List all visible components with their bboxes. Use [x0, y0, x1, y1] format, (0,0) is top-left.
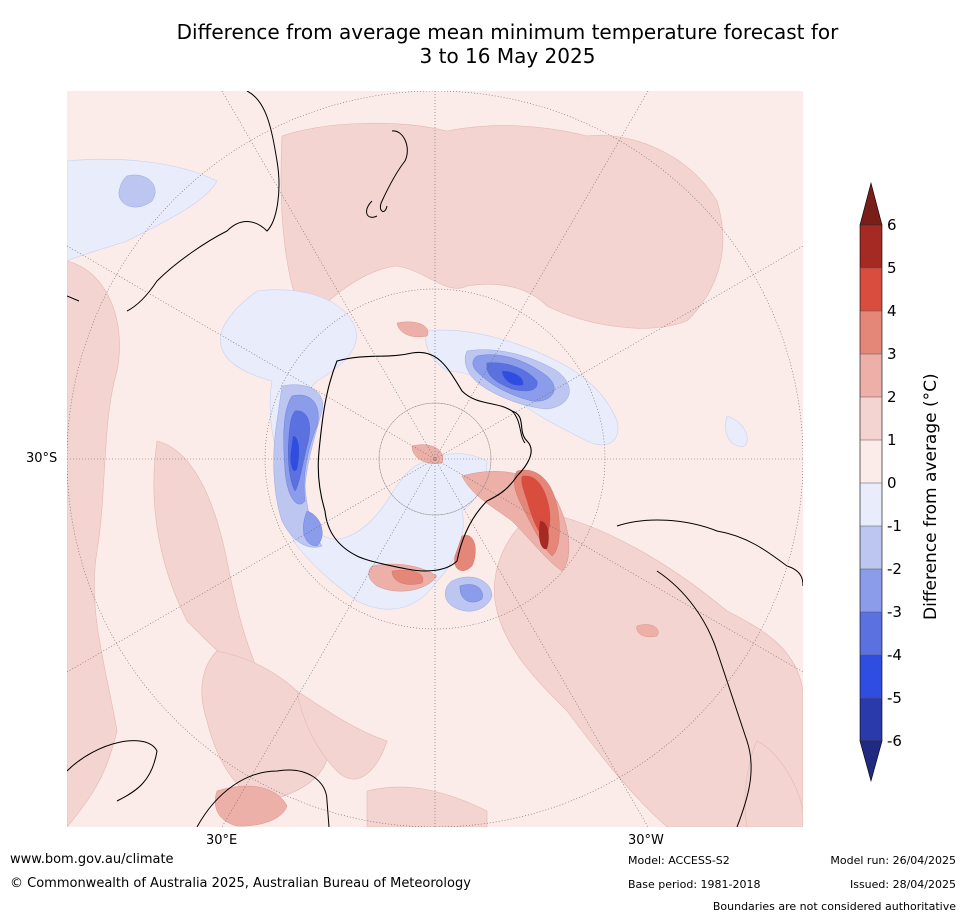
- africa-coastline: [67, 740, 330, 827]
- colorbar-swatch: [860, 311, 882, 354]
- colorbar-tick-label: -2: [887, 560, 902, 578]
- colorbar-extend-bottom: [859, 740, 883, 783]
- colorbar-tick-label: -4: [887, 646, 902, 664]
- lat-label-30s: 30°S: [26, 451, 58, 466]
- anomaly-pos-1-2: [67, 122, 803, 827]
- colorbar-tick-label: -1: [887, 517, 902, 535]
- colorbar-extend-top: [859, 181, 883, 226]
- colorbar-tick-label: -3: [887, 603, 902, 621]
- title-line-1: Difference from average mean minimum tem…: [176, 20, 839, 44]
- footer-model: Model: ACCESS-S2: [628, 854, 730, 867]
- colorbar: 6 5 4 3 2 1 0 -1 -2 -3 -4 -5 -6: [859, 181, 902, 783]
- colorbar-swatch: [860, 655, 882, 698]
- colorbar-tick-label: -6: [887, 732, 902, 750]
- colorbar-swatch: [860, 483, 882, 526]
- lon-label-30e: 30°E: [206, 833, 238, 848]
- south-america-coastline: [616, 519, 803, 827]
- footer-disclaimer: Boundaries are not considered authoritat…: [712, 900, 956, 913]
- lon-label-30w: 30°W: [628, 833, 664, 848]
- colorbar-tick-label: 5: [887, 259, 897, 277]
- colorbar-swatch: [860, 354, 882, 397]
- colorbar-swatch: [860, 225, 882, 268]
- colorbar-tick-label: 0: [887, 474, 897, 492]
- new-zealand-coastline: [366, 130, 408, 218]
- australia-coastline: [67, 91, 280, 312]
- footer-copyright: © Commonwealth of Australia 2025, Austra…: [10, 876, 471, 891]
- colorbar-swatches: [859, 181, 883, 783]
- forecast-map: [67, 91, 803, 827]
- colorbar-swatch: [860, 569, 882, 612]
- footer-issued: Issued: 28/04/2025: [849, 878, 956, 891]
- antarctic-peninsula: [511, 410, 526, 444]
- colorbar-tick-label: 2: [887, 388, 897, 406]
- colorbar-swatch: [860, 268, 882, 311]
- colorbar-tick-label: 3: [887, 345, 897, 363]
- colorbar-tick-label: 4: [887, 302, 897, 320]
- colorbar-swatch: [860, 526, 882, 569]
- colorbar-ticks: 6 5 4 3 2 1 0 -1 -2 -3 -4 -5 -6: [860, 216, 902, 750]
- colorbar-swatch: [860, 698, 882, 741]
- colorbar-tick-label: -5: [887, 689, 902, 707]
- colorbar-swatch: [860, 440, 882, 483]
- map-title: Difference from average mean minimum tem…: [60, 20, 955, 68]
- pole-circle: [378, 402, 492, 516]
- colorbar-swatch: [860, 397, 882, 440]
- anomaly-pos-6-plus: [538, 521, 549, 550]
- colorbar-label: Difference from average (°C): [921, 373, 941, 620]
- anomaly-neg-5-6: [290, 371, 524, 471]
- title-line-2: 3 to 16 May 2025: [419, 44, 596, 68]
- footer-website: www.bom.gov.au/climate: [10, 852, 174, 867]
- colorbar-tick-label: 6: [887, 216, 897, 234]
- colorbar-tick-label: 1: [887, 431, 897, 449]
- footer-model-run: Model run: 26/04/2025: [830, 854, 956, 867]
- footer-base-period: Base period: 1981-2018: [628, 878, 761, 891]
- antarctica-coastline: [317, 351, 532, 572]
- colorbar-swatch: [860, 612, 882, 655]
